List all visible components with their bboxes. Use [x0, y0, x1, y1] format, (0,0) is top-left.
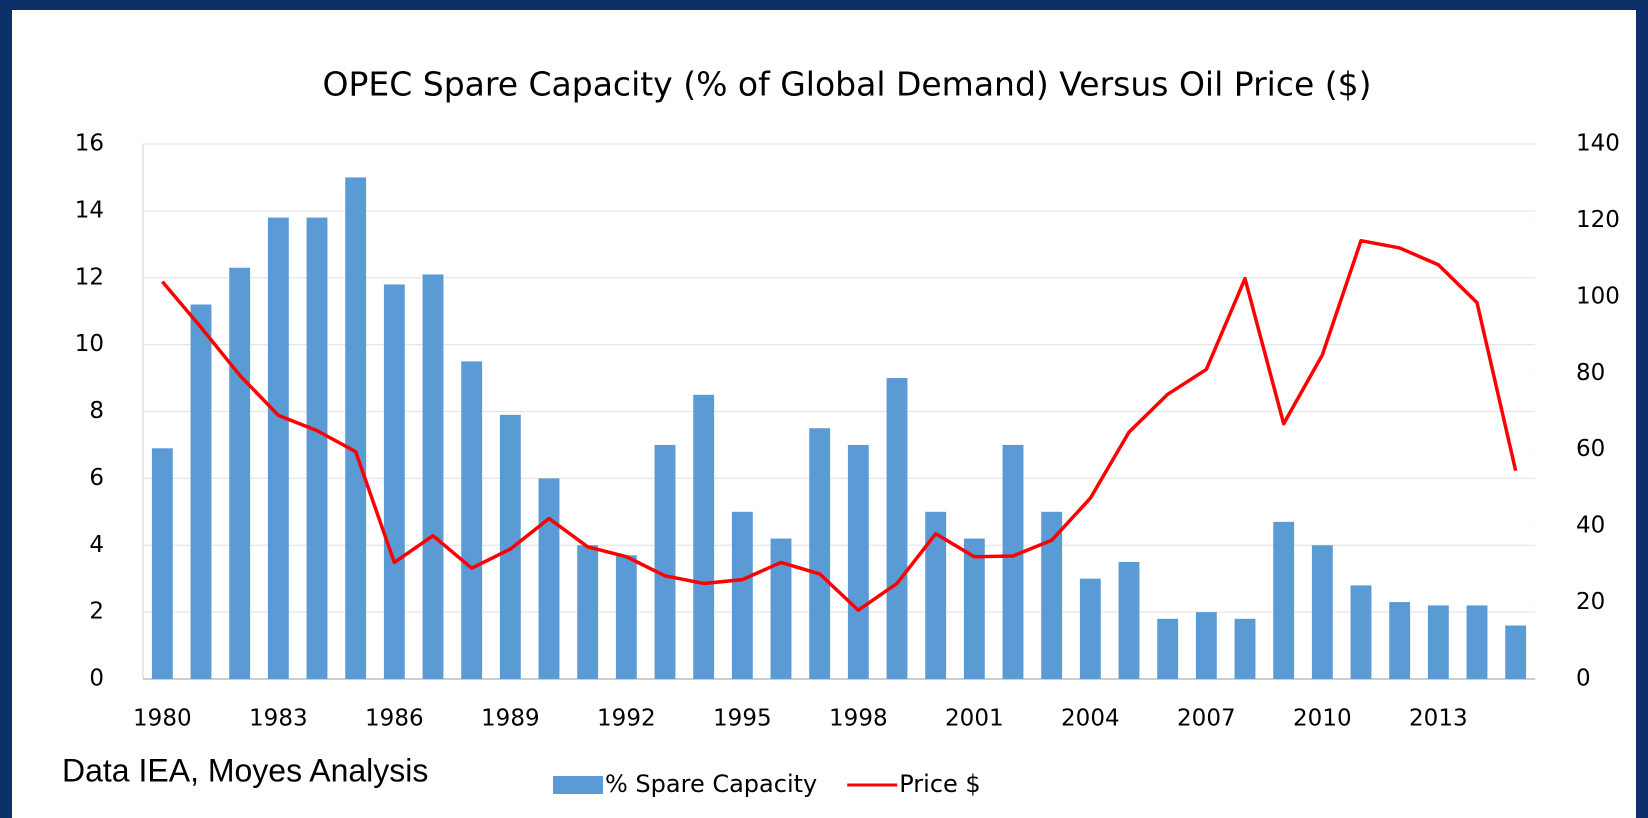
bar: [1079, 578, 1101, 679]
x-tick-label: 1992: [597, 706, 656, 732]
y-tick-label: 12: [75, 264, 104, 290]
bar: [1505, 625, 1527, 679]
y-tick-label: 10: [75, 331, 104, 357]
x-tick-label: 1998: [829, 706, 888, 732]
bar: [1273, 521, 1295, 679]
bar: [383, 284, 405, 679]
bar: [1041, 511, 1063, 679]
bar: [615, 555, 637, 679]
chart-title: OPEC Spare Capacity (% of Global Demand)…: [322, 65, 1371, 104]
y2-tick-label: 140: [1576, 131, 1620, 157]
x-tick-label: 2001: [945, 706, 1004, 732]
y-tick-label: 16: [75, 131, 104, 157]
bar: [151, 448, 173, 679]
bar: [847, 444, 869, 679]
bar: [925, 511, 947, 679]
y2-tick-label: 20: [1576, 589, 1605, 615]
bar: [770, 538, 792, 679]
bar: [1234, 618, 1256, 679]
legend-label: % Spare Capacity: [605, 770, 817, 798]
y2-tick-label: 40: [1576, 513, 1605, 539]
bar: [963, 538, 985, 679]
bar: [654, 444, 676, 679]
source-note: Data IEA, Moyes Analysis: [62, 752, 428, 788]
x-tick-label: 1980: [133, 706, 192, 732]
bar: [1389, 602, 1411, 679]
y-tick-label: 14: [75, 197, 104, 223]
y-tick-label: 0: [89, 666, 104, 692]
y2-tick-label: 120: [1576, 207, 1620, 233]
bar: [1427, 605, 1449, 679]
bar: [267, 217, 289, 679]
bar: [1350, 585, 1372, 679]
y-tick-label: 2: [89, 599, 104, 625]
bar: [1195, 612, 1217, 679]
x-tick-label: 1989: [481, 706, 540, 732]
x-tick-label: 2010: [1293, 706, 1352, 732]
x-tick-label: 1986: [365, 706, 424, 732]
x-tick-label: 1983: [249, 706, 308, 732]
legend-swatch: [553, 776, 603, 794]
bar: [1311, 545, 1333, 679]
y-tick-label: 6: [89, 465, 104, 491]
y2-tick-label: 0: [1576, 666, 1591, 692]
legend-label: Price $: [899, 770, 980, 798]
bar: [422, 274, 444, 679]
bar: [1002, 444, 1024, 679]
bar: [345, 177, 367, 679]
bar: [1466, 605, 1488, 679]
chart-background: [12, 10, 1636, 818]
x-tick-label: 2004: [1061, 706, 1120, 732]
bar: [886, 378, 908, 679]
bar: [1118, 561, 1140, 679]
y2-tick-label: 100: [1576, 283, 1620, 309]
y2-tick-label: 60: [1576, 436, 1605, 462]
bar: [731, 511, 753, 679]
x-tick-label: 1995: [713, 706, 772, 732]
x-tick-label: 2013: [1409, 706, 1468, 732]
price-line: [160, 238, 1518, 612]
bar: [190, 304, 212, 679]
y2-tick-label: 80: [1576, 360, 1605, 386]
x-tick-label: 2007: [1177, 706, 1236, 732]
bar: [306, 217, 328, 679]
bar: [809, 428, 831, 679]
bar: [577, 545, 599, 679]
bar: [229, 267, 251, 679]
bar: [461, 361, 483, 679]
bar: [1157, 618, 1179, 679]
y-tick-label: 8: [89, 398, 104, 424]
bar: [538, 478, 560, 679]
bar: [693, 394, 715, 679]
y-tick-label: 4: [89, 532, 104, 558]
